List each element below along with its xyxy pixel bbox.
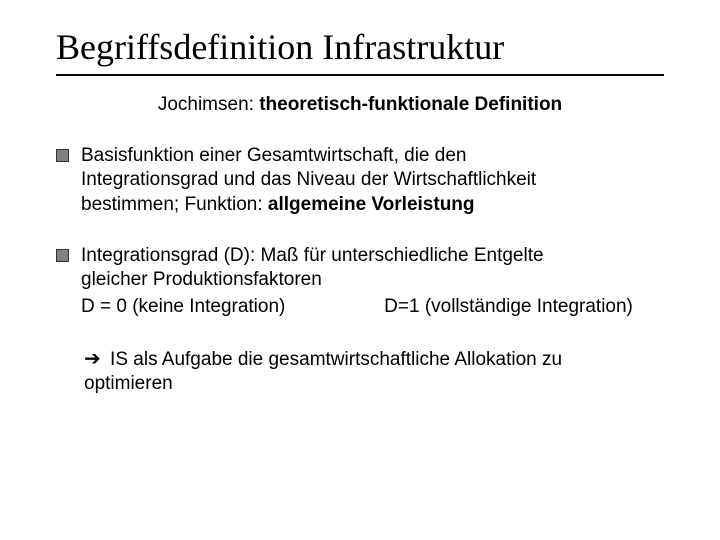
bullet-text: Basisfunktion einer Gesamtwirtschaft, di…	[81, 144, 664, 218]
bullet2-line2: gleicher Produktionsfaktoren	[81, 269, 322, 290]
bullet1-line1: Basisfunktion einer Gesamtwirtschaft, di…	[81, 145, 466, 166]
arrow-icon: ➔	[84, 348, 101, 370]
bullet-item: Basisfunktion einer Gesamtwirtschaft, di…	[56, 144, 664, 218]
subtitle: Jochimsen: theoretisch-funktionale Defin…	[56, 94, 664, 116]
subtitle-lead: Jochimsen:	[158, 94, 259, 115]
bullet1-line2: Integrationsgrad und das Niveau der Wirt…	[81, 169, 536, 190]
bullet2-split: D = 0 (keine Integration) D=1 (vollständ…	[81, 295, 664, 320]
slide: Begriffsdefinition Infrastruktur Jochims…	[0, 0, 720, 540]
bullet2-line1: Integrationsgrad (D): Maß für unterschie…	[81, 245, 544, 266]
body: Basisfunktion einer Gesamtwirtschaft, di…	[56, 144, 664, 398]
d-one: D=1 (vollständige Integration)	[384, 295, 664, 320]
title-rule	[56, 74, 664, 76]
conclusion-line2: optimieren	[84, 373, 173, 394]
bullet1-line3b: allgemeine Vorleistung	[268, 194, 475, 215]
conclusion-line1: IS als Aufgabe die gesamtwirtschaftliche…	[105, 349, 562, 370]
slide-title: Begriffsdefinition Infrastruktur	[56, 28, 664, 68]
square-bullet-icon	[56, 249, 69, 262]
bullet-text: Integrationsgrad (D): Maß für unterschie…	[81, 244, 664, 320]
d-zero: D = 0 (keine Integration)	[81, 295, 384, 320]
square-bullet-icon	[56, 149, 69, 162]
bullet1-line3a: bestimmen; Funktion:	[81, 194, 268, 215]
bullet-item: Integrationsgrad (D): Maß für unterschie…	[56, 244, 664, 320]
conclusion: ➔ IS als Aufgabe die gesamtwirtschaftlic…	[84, 346, 664, 397]
subtitle-bold: theoretisch-funktionale Definition	[259, 94, 562, 115]
